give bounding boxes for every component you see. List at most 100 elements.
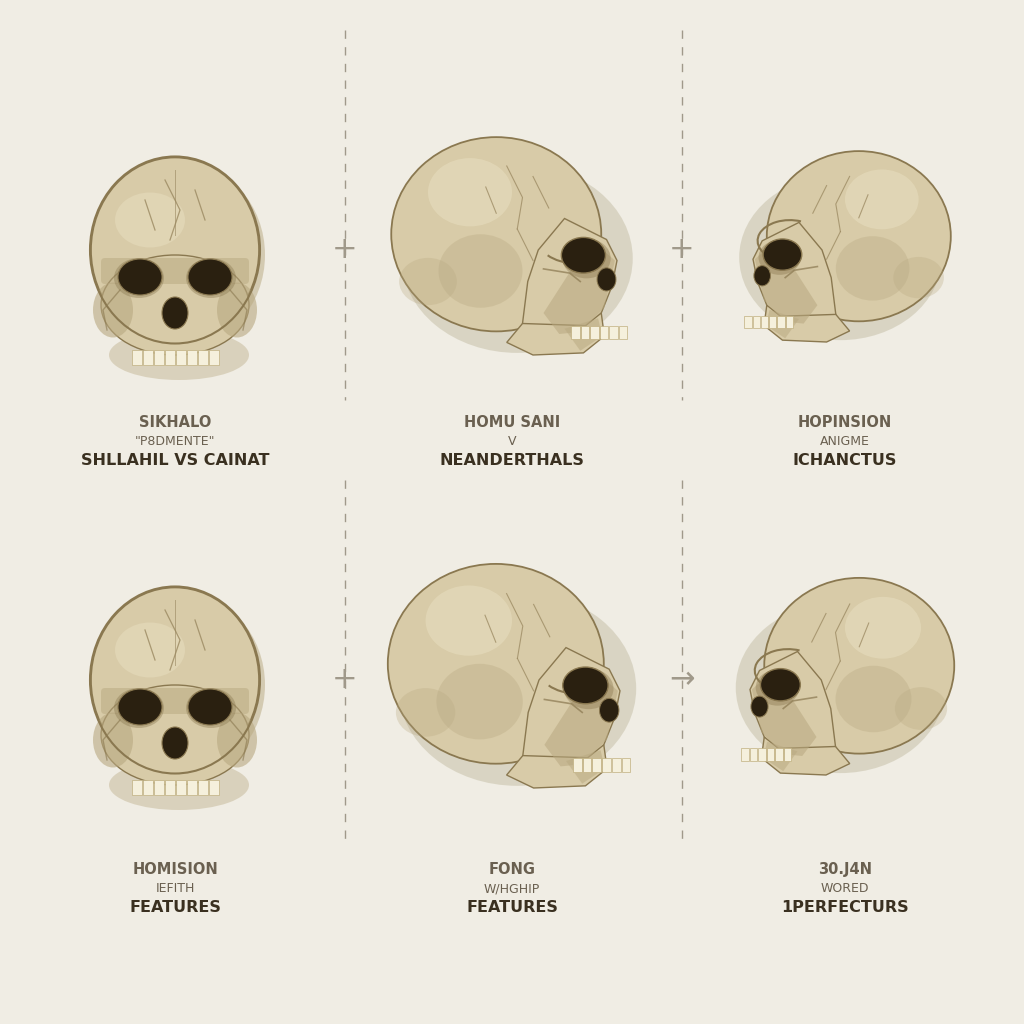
Bar	[785, 316, 793, 329]
Bar	[571, 326, 580, 339]
Bar	[744, 316, 752, 329]
Bar	[783, 749, 792, 761]
Ellipse shape	[165, 302, 185, 316]
Point	[188, 184, 201, 197]
Line: 2 pts: 2 pts	[859, 623, 868, 647]
Text: +: +	[670, 236, 695, 264]
Point	[489, 636, 502, 648]
Bar	[741, 749, 749, 761]
Point	[820, 607, 833, 620]
Point	[516, 191, 528, 204]
Point	[237, 324, 249, 336]
Point	[527, 685, 540, 697]
Ellipse shape	[162, 727, 188, 759]
Bar	[198, 350, 208, 365]
Bar	[142, 350, 153, 365]
Ellipse shape	[754, 265, 770, 286]
Point	[511, 223, 523, 236]
Point	[100, 754, 113, 766]
Line: 3 pts: 3 pts	[103, 290, 120, 330]
Point	[148, 224, 161, 237]
Line: 2 pts: 2 pts	[195, 620, 205, 650]
Point	[490, 207, 503, 219]
Line: 3 pts: 3 pts	[836, 176, 850, 231]
Ellipse shape	[836, 237, 909, 301]
Ellipse shape	[895, 687, 947, 730]
Ellipse shape	[399, 258, 457, 305]
Polygon shape	[766, 310, 799, 338]
Text: WORED: WORED	[821, 882, 869, 895]
Line: 2 pts: 2 pts	[534, 176, 549, 208]
Line: 2 pts: 2 pts	[859, 195, 868, 218]
Point	[164, 664, 176, 676]
Polygon shape	[522, 218, 617, 339]
Text: +: +	[332, 236, 357, 264]
Line: 2 pts: 2 pts	[145, 200, 155, 230]
Ellipse shape	[118, 689, 162, 725]
Text: 1PERFECTURS: 1PERFECTURS	[781, 900, 909, 915]
Line: 3 pts: 3 pts	[230, 290, 247, 330]
Point	[527, 598, 540, 610]
FancyBboxPatch shape	[101, 688, 249, 714]
Bar	[131, 350, 141, 365]
Line: 2 pts: 2 pts	[826, 231, 841, 259]
Point	[835, 655, 847, 668]
Bar	[593, 758, 601, 772]
Ellipse shape	[115, 623, 185, 678]
Text: IEFITH: IEFITH	[156, 882, 195, 895]
Ellipse shape	[428, 158, 512, 226]
Point	[114, 714, 126, 726]
Ellipse shape	[186, 688, 236, 728]
Polygon shape	[763, 741, 798, 771]
Bar	[758, 749, 766, 761]
Ellipse shape	[761, 669, 801, 700]
Ellipse shape	[217, 713, 257, 768]
Bar	[618, 326, 627, 339]
Ellipse shape	[109, 330, 249, 380]
Point	[169, 658, 181, 671]
Ellipse shape	[767, 152, 951, 322]
Ellipse shape	[93, 713, 133, 768]
Polygon shape	[544, 240, 614, 334]
Bar	[767, 749, 774, 761]
Line: 2 pts: 2 pts	[517, 229, 534, 260]
Polygon shape	[764, 305, 850, 342]
Ellipse shape	[845, 597, 921, 658]
Bar	[581, 326, 589, 339]
Point	[511, 652, 523, 665]
Ellipse shape	[217, 283, 257, 338]
FancyBboxPatch shape	[101, 258, 249, 284]
Point	[199, 644, 211, 656]
Polygon shape	[752, 671, 816, 756]
Point	[853, 641, 865, 653]
Text: FEATURES: FEATURES	[129, 900, 221, 915]
Line: 2 pts: 2 pts	[534, 604, 550, 637]
Bar	[175, 350, 185, 365]
Bar	[186, 780, 197, 795]
Bar	[609, 326, 617, 339]
Polygon shape	[523, 647, 620, 772]
Point	[511, 223, 523, 236]
Bar	[131, 780, 141, 795]
Line: 2 pts: 2 pts	[485, 187, 497, 213]
Ellipse shape	[388, 564, 604, 764]
Ellipse shape	[563, 667, 608, 703]
Bar	[600, 326, 608, 339]
Line: 2 pts: 2 pts	[813, 185, 826, 213]
Text: W/HGHIP: W/HGHIP	[484, 882, 540, 895]
Line: 2 pts: 2 pts	[812, 613, 826, 642]
Point	[820, 179, 833, 191]
Bar	[590, 326, 599, 339]
Point	[862, 188, 874, 201]
Ellipse shape	[118, 259, 162, 295]
Ellipse shape	[759, 240, 801, 274]
Point	[543, 202, 555, 214]
Ellipse shape	[165, 732, 185, 746]
Ellipse shape	[188, 689, 232, 725]
Ellipse shape	[599, 698, 618, 722]
Ellipse shape	[836, 666, 911, 732]
Text: "P8DMENTE": "P8DMENTE"	[135, 435, 215, 449]
Text: +: +	[332, 666, 357, 694]
Point	[199, 214, 211, 226]
Point	[844, 598, 856, 610]
